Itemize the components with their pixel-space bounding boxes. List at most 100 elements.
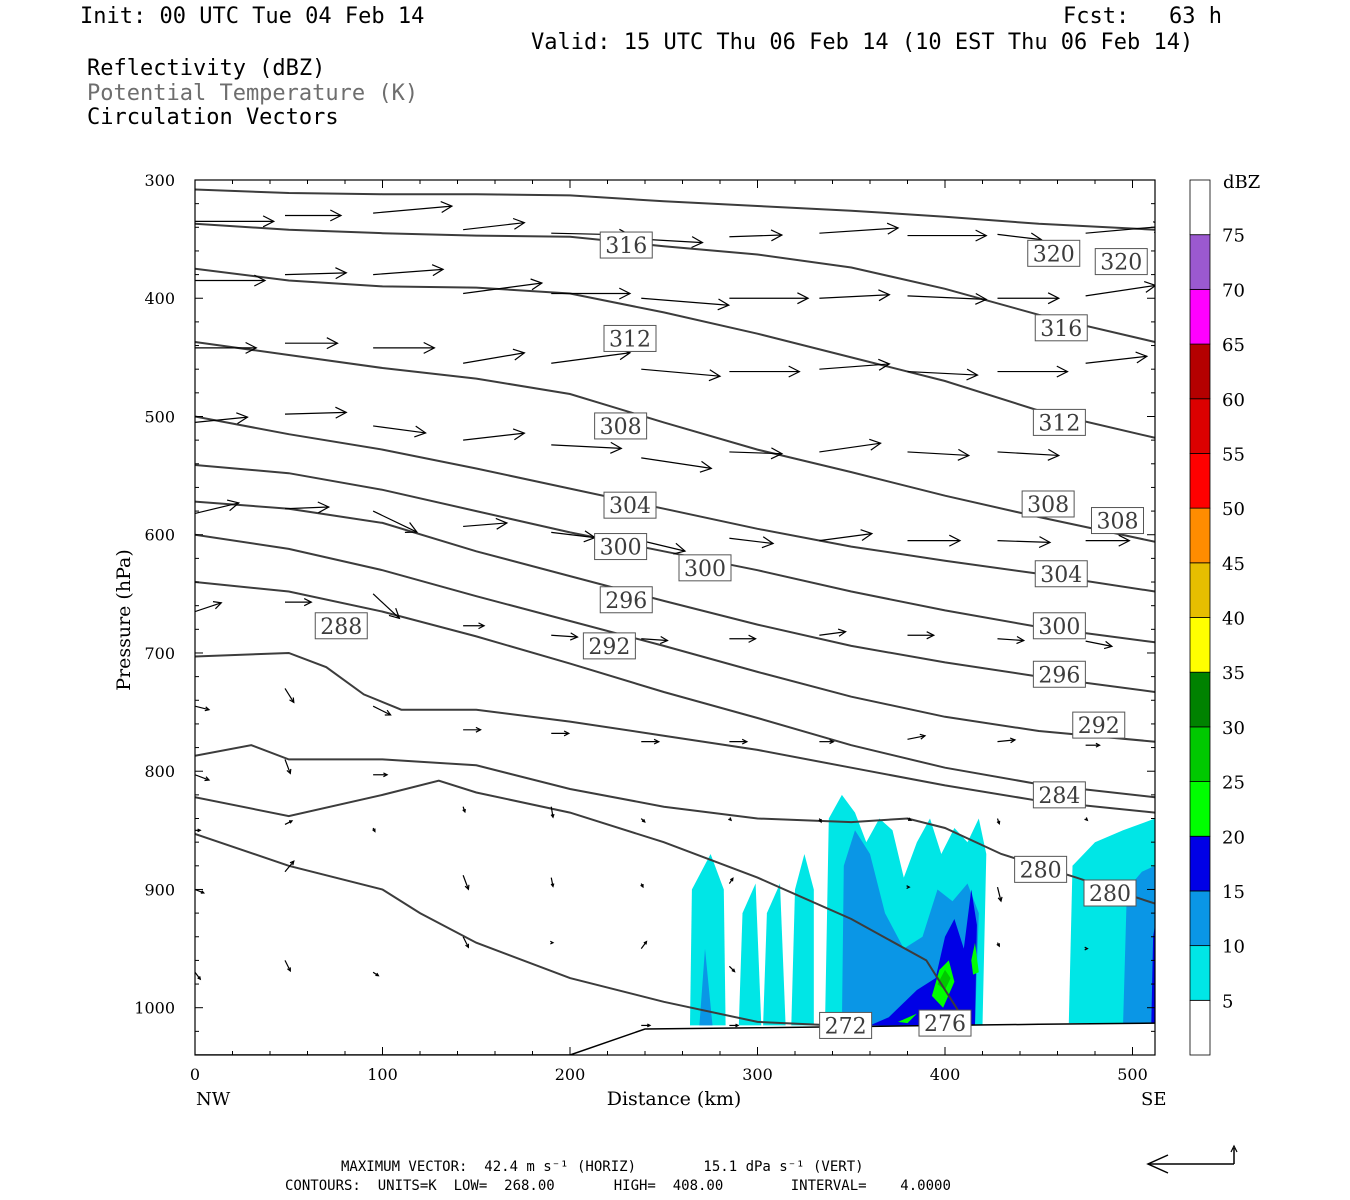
vector-shaft bbox=[372, 705, 391, 716]
contour-label-box bbox=[1032, 612, 1086, 640]
circulation-vector bbox=[997, 737, 1017, 744]
colorbar-level-label: 45 bbox=[1222, 554, 1245, 575]
vector-head bbox=[388, 607, 401, 620]
circulation-vector bbox=[1085, 281, 1155, 297]
circulation-vector bbox=[195, 774, 211, 782]
contour-label-box bbox=[678, 554, 732, 582]
vector-shaft bbox=[195, 602, 222, 613]
contour-label: 300 bbox=[1032, 612, 1086, 640]
vector-head bbox=[384, 709, 392, 716]
vector-head bbox=[699, 460, 713, 473]
circulation-vector bbox=[997, 292, 1061, 305]
circulation-vector bbox=[284, 267, 348, 280]
vector-head bbox=[869, 438, 882, 451]
y-tick-label: 900 bbox=[144, 880, 175, 899]
reflectivity-region-15dbz bbox=[1151, 924, 1155, 1024]
vector-shaft bbox=[463, 282, 542, 295]
vector-head bbox=[1103, 640, 1114, 650]
circulation-vector bbox=[195, 828, 202, 833]
vector-shaft bbox=[819, 363, 890, 370]
colorbar-swatch bbox=[1189, 507, 1211, 564]
circulation-vector bbox=[819, 628, 847, 637]
vector-head bbox=[653, 738, 661, 745]
circulation-vector bbox=[372, 510, 419, 533]
contour-label-text: 316 bbox=[1040, 317, 1082, 342]
vector-head bbox=[495, 517, 509, 530]
circulation-vector bbox=[373, 201, 454, 214]
circulation-vector bbox=[641, 635, 669, 645]
vector-head bbox=[204, 776, 211, 782]
circulation-vector bbox=[997, 536, 1052, 549]
contour-label-box bbox=[594, 533, 648, 561]
colorbar-swatch bbox=[1189, 179, 1211, 236]
contour-label-box bbox=[1072, 711, 1126, 739]
vector-head bbox=[212, 601, 223, 610]
vector-shaft bbox=[641, 297, 729, 306]
circulation-vector bbox=[728, 965, 736, 973]
vector-shaft bbox=[819, 533, 872, 542]
colorbar-level-label: 25 bbox=[1222, 773, 1245, 794]
circulation-vector bbox=[373, 772, 389, 778]
circulation-vector bbox=[284, 860, 295, 873]
circulation-vector bbox=[284, 820, 294, 825]
circulation-vector bbox=[1085, 742, 1101, 748]
vector-head bbox=[330, 209, 343, 222]
reflectivity-shading bbox=[690, 794, 1155, 1026]
contour-label-text: 292 bbox=[1078, 714, 1120, 739]
contour-label-text: 280 bbox=[1089, 882, 1131, 907]
circulation-vector bbox=[641, 738, 661, 745]
circulation-vector bbox=[641, 368, 722, 382]
vector-head bbox=[761, 536, 775, 549]
vector-shaft bbox=[1085, 355, 1147, 364]
vector-head bbox=[957, 448, 971, 461]
vector-shaft bbox=[373, 205, 452, 214]
vector-head bbox=[906, 885, 911, 890]
circulation-vector bbox=[195, 888, 206, 894]
circulation-vector bbox=[729, 1023, 740, 1028]
vector-shaft bbox=[195, 705, 210, 711]
vector-head bbox=[335, 267, 348, 280]
colorbar-swatch bbox=[1189, 398, 1211, 454]
vector-head bbox=[728, 817, 733, 822]
reference-vector-icon bbox=[1146, 1144, 1238, 1174]
vector-shaft bbox=[463, 352, 525, 364]
y-tick-label: 400 bbox=[144, 289, 175, 308]
vector-head bbox=[236, 412, 249, 425]
contour-label-text: 292 bbox=[588, 635, 630, 660]
vector-shaft bbox=[729, 451, 782, 455]
theta-contour-272 bbox=[195, 832, 871, 1035]
vector-head bbox=[829, 739, 835, 745]
contour-label: 292 bbox=[1072, 711, 1126, 739]
contour-label: 320 bbox=[1094, 248, 1148, 276]
vector-shaft bbox=[997, 739, 1016, 743]
circulation-vector bbox=[907, 733, 927, 740]
contour-label: 280 bbox=[1083, 879, 1137, 907]
circulation-vector bbox=[819, 289, 891, 302]
colorbar-swatch bbox=[1189, 671, 1211, 728]
vector-shaft bbox=[1085, 640, 1112, 647]
colorbar-swatch bbox=[1189, 890, 1211, 947]
vector-shaft bbox=[551, 531, 596, 539]
vector-shaft bbox=[641, 540, 686, 552]
vector-head bbox=[708, 369, 722, 382]
contour-label-text: 280 bbox=[1020, 858, 1062, 883]
contour-label-text: 312 bbox=[609, 327, 651, 352]
circulation-vector bbox=[195, 601, 223, 613]
circulation-vector bbox=[373, 425, 427, 438]
circulation-vector bbox=[284, 759, 292, 775]
circulation-vector bbox=[550, 940, 555, 945]
circulation-vector bbox=[996, 886, 1003, 903]
vector-head bbox=[770, 229, 784, 242]
vector-head bbox=[550, 940, 555, 945]
contour-label: 312 bbox=[1032, 408, 1086, 436]
circulation-vector bbox=[373, 264, 445, 277]
contour-label-text: 304 bbox=[609, 494, 651, 519]
vector-shaft bbox=[907, 295, 987, 300]
circulation-vector bbox=[641, 1023, 652, 1028]
circulation-vector bbox=[551, 730, 571, 737]
circulation-vector bbox=[819, 222, 900, 235]
vector-head bbox=[287, 967, 291, 973]
vector-shaft bbox=[195, 502, 239, 515]
valid-time: Valid: 15 UTC Thu 06 Feb 14 (10 EST Thu … bbox=[531, 30, 1194, 55]
